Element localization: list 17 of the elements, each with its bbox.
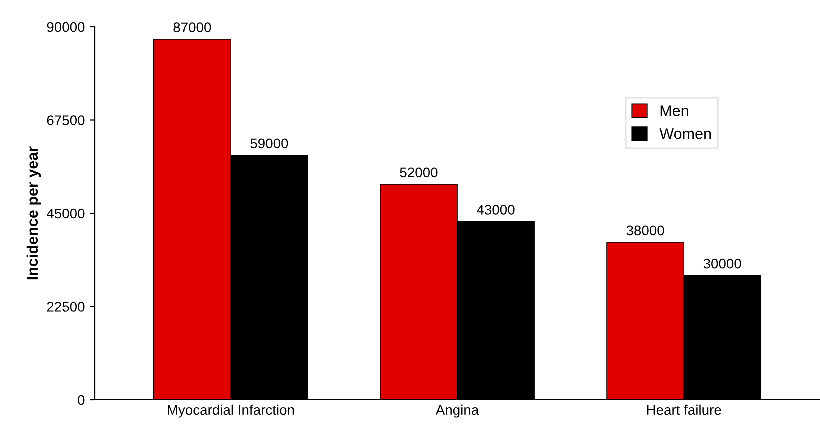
y-axis-title: Incidence per year — [26, 146, 42, 280]
y-tick-label: 67500 — [47, 116, 85, 126]
x-tick-label: Heart failure — [647, 404, 722, 416]
y-tick-label: 22500 — [47, 302, 85, 312]
y-tick-label: 90000 — [47, 22, 85, 32]
legend-label: Women — [660, 128, 712, 140]
data-label: 38000 — [626, 226, 664, 236]
data-label: 87000 — [174, 22, 212, 33]
legend-label: Men — [660, 106, 688, 116]
data-label: 43000 — [477, 205, 515, 215]
data-label: 52000 — [400, 168, 438, 178]
data-label: 59000 — [250, 138, 288, 149]
y-tick-label: 0 — [78, 395, 85, 406]
y-tick-label: 45000 — [46, 208, 85, 219]
data-label: 30000 — [704, 258, 742, 269]
x-tick-label: Myocardial Infarction — [168, 404, 294, 418]
x-tick-label: Angina — [436, 404, 480, 418]
